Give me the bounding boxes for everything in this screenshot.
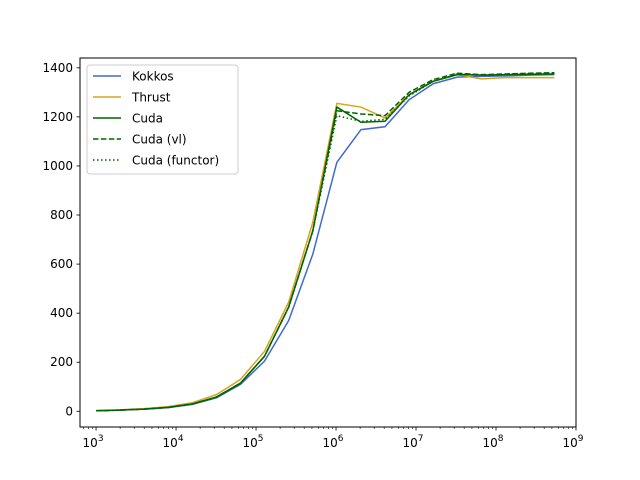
x-tick-label-2: 105 bbox=[243, 434, 264, 450]
x-tick-exponent-5: 8 bbox=[498, 434, 504, 444]
y-tick-label-4: 800 bbox=[50, 208, 73, 222]
x-tick-label-6: 109 bbox=[562, 434, 583, 450]
legend-label-3: Cuda (vl) bbox=[132, 133, 187, 147]
x-tick-label-3: 106 bbox=[323, 434, 344, 450]
y-tick-label-1: 200 bbox=[50, 355, 73, 369]
y-tick-label-3: 600 bbox=[50, 257, 73, 271]
y-tick-label-2: 400 bbox=[50, 306, 73, 320]
series-line-4 bbox=[96, 72, 555, 412]
y-tick-label-0: 0 bbox=[65, 404, 73, 418]
y-tick-label-5: 1000 bbox=[42, 159, 73, 173]
x-tick-label-4: 107 bbox=[403, 434, 424, 450]
legend: Kokkos Thrust Cuda Cuda (vl) Cuda (functor) bbox=[86, 64, 239, 175]
x-tick-exponent-0: 3 bbox=[98, 434, 104, 444]
legend-label-1: Thrust bbox=[131, 91, 171, 105]
x-tick-exponent-1: 4 bbox=[178, 434, 184, 444]
series-line-1 bbox=[96, 73, 555, 412]
legend-label-2: Cuda bbox=[132, 112, 163, 126]
y-tick-label-7: 1400 bbox=[42, 61, 73, 75]
x-tick-exponent-4: 7 bbox=[418, 434, 424, 444]
series-layer bbox=[96, 71, 555, 412]
x-tick-label-1: 104 bbox=[163, 434, 184, 450]
x-tick-exponent-6: 9 bbox=[578, 434, 584, 444]
x-tick-label-0: 103 bbox=[83, 434, 104, 450]
legend-box bbox=[86, 64, 239, 175]
legend-label-0: Kokkos bbox=[132, 70, 174, 84]
x-tick-exponent-3: 6 bbox=[338, 434, 344, 444]
legend-label-4: Cuda (functor) bbox=[132, 154, 219, 168]
x-tick-exponent-2: 5 bbox=[258, 434, 264, 444]
x-tick-label-5: 108 bbox=[483, 434, 504, 450]
y-tick-label-6: 1200 bbox=[42, 110, 73, 124]
